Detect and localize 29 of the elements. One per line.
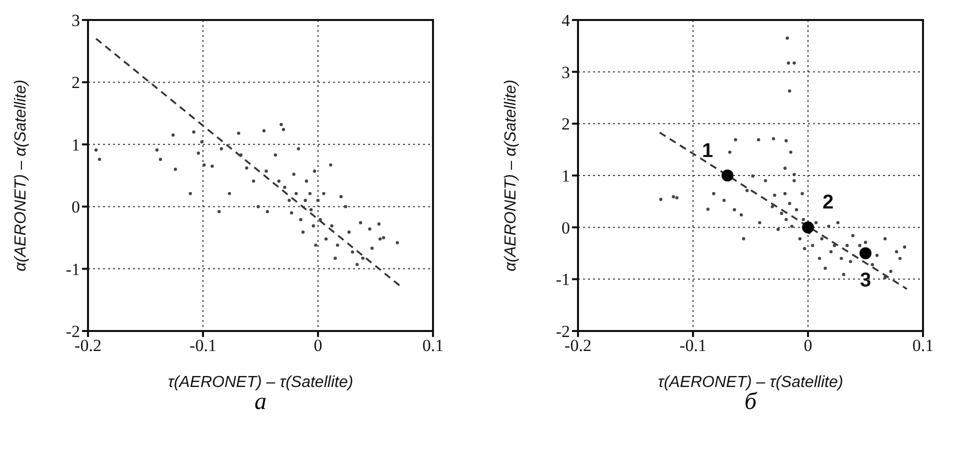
text: а	[254, 389, 268, 416]
y-axis-title: α(AERONET) – α(Satellite)	[12, 80, 30, 272]
y-tick-label: 2	[72, 73, 80, 92]
x-axis-title: τ(AERONET) – τ(Satellite)	[658, 374, 844, 391]
x-axis-title: τ(AERONET) – τ(Satellite)	[168, 374, 354, 391]
point	[802, 221, 814, 234]
x-tick-label: -0.1	[680, 336, 706, 356]
y-tick-label: 3	[562, 62, 570, 82]
annotation: 1	[702, 140, 714, 162]
x-tick-label: 0.1	[912, 336, 934, 356]
y-tick-label: 1	[562, 166, 570, 186]
text: б	[744, 389, 758, 416]
point	[722, 170, 734, 182]
y-axis-title: α(AERONET) – α(Satellite)	[502, 80, 520, 272]
annotation: 2	[822, 192, 834, 214]
y-tick-label: 2	[562, 114, 570, 134]
y-tick-label: 3	[72, 11, 80, 30]
x-tick-label: 0	[314, 336, 322, 356]
y-tick-label: 1	[72, 135, 80, 154]
y-tick-label: 4	[562, 11, 570, 30]
annotation: 3	[860, 270, 872, 292]
y-tick-label: 0	[72, 198, 80, 217]
x-tick-label: -0.1	[190, 336, 216, 356]
x-tick-label: 0.1	[422, 336, 444, 356]
point	[860, 247, 872, 260]
y-tick-label: 0	[562, 218, 570, 238]
x-tick-label: 0	[804, 336, 812, 356]
y-tick-label: -1	[66, 260, 80, 279]
y-tick-label: -1	[556, 270, 570, 290]
